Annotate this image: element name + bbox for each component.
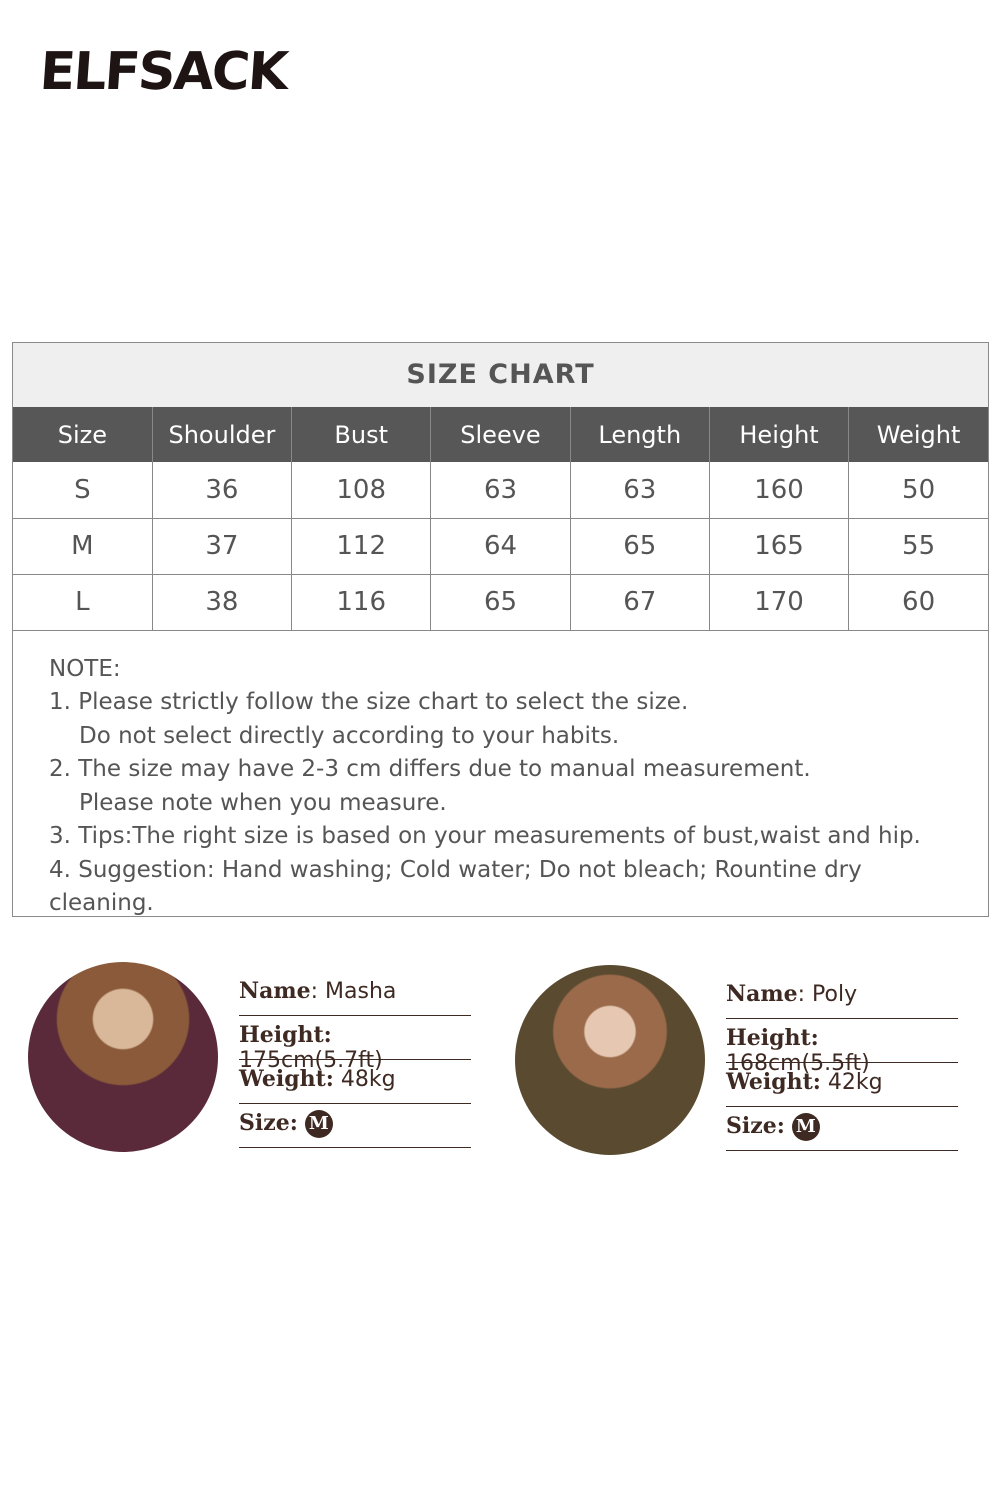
table-cell: 60 xyxy=(848,574,988,631)
table-row: S 36 108 63 63 160 50 xyxy=(13,462,988,519)
table-cell: 55 xyxy=(848,518,988,575)
size-chart: SIZE CHART Size Shoulder Bust Sleeve Length H… xyxy=(12,342,989,917)
weight-label: Weight: xyxy=(726,1069,821,1095)
brand-logo: ELFSACK xyxy=(37,42,289,102)
notes: NOTE: 1. Please strictly follow the size… xyxy=(13,631,988,943)
weight-value: 48kg xyxy=(333,1067,396,1092)
model-photo-masha xyxy=(28,962,218,1152)
note-line: 3. Tips:The right size is based on your … xyxy=(49,823,921,849)
table-cell: 63 xyxy=(570,462,710,519)
table-row: L 38 116 65 67 170 60 xyxy=(13,574,988,631)
size-table: Size Shoulder Bust Sleeve Length Height Weight… xyxy=(13,407,988,631)
model-photo-poly xyxy=(515,965,705,1155)
table-cell: 165 xyxy=(709,518,850,575)
table-cell: 65 xyxy=(430,574,571,631)
column-header: Sleeve xyxy=(430,407,571,462)
table-cell: 116 xyxy=(291,574,432,631)
size-chart-title: SIZE CHART xyxy=(13,343,988,407)
table-cell: 108 xyxy=(291,462,432,519)
column-header: Length xyxy=(570,407,710,462)
size-label: Size: xyxy=(239,1110,298,1136)
model-info-masha: Name: Masha Height: 175cm(5.7ft) Weight:… xyxy=(239,972,471,1148)
height-label: Height: xyxy=(239,1022,332,1048)
model-info-poly: Name: Poly Height: 168cm(5.5ft) Weight: … xyxy=(726,975,958,1151)
table-cell: M xyxy=(13,518,153,575)
column-header: Bust xyxy=(291,407,432,462)
weight-label: Weight: xyxy=(239,1066,334,1092)
size-label: Size: xyxy=(726,1113,785,1139)
table-cell: 36 xyxy=(152,462,293,519)
height-value: 175cm(5.7ft) xyxy=(239,1048,383,1073)
table-cell: S xyxy=(13,462,153,519)
table-cell: 37 xyxy=(152,518,293,575)
table-cell: 38 xyxy=(152,574,293,631)
height-value: 168cm(5.5ft) xyxy=(726,1051,870,1076)
note-line: Please note when you measure. xyxy=(79,789,447,816)
table-cell: 170 xyxy=(709,574,850,631)
size-badge: M xyxy=(791,1113,820,1141)
table-cell: 67 xyxy=(570,574,710,631)
table-cell: 112 xyxy=(291,518,432,575)
notes-heading: NOTE: xyxy=(49,655,121,682)
table-cell: 63 xyxy=(430,462,571,519)
table-cell: 50 xyxy=(848,462,988,519)
column-header: Weight xyxy=(848,407,988,462)
name-label: Name xyxy=(239,978,311,1004)
table-cell: 160 xyxy=(709,462,850,519)
note-line: Do not select directly according to your… xyxy=(79,722,620,749)
name-value: : Poly xyxy=(797,982,858,1007)
table-cell: 65 xyxy=(570,518,710,575)
name-label: Name xyxy=(726,981,798,1007)
column-header: Height xyxy=(709,407,850,462)
note-line: 1. Please strictly follow the size chart… xyxy=(49,689,689,715)
column-header: Size xyxy=(13,407,153,462)
name-value: : Masha xyxy=(310,979,397,1004)
size-badge: M xyxy=(304,1110,333,1138)
column-header: Shoulder xyxy=(152,407,293,462)
table-cell: L xyxy=(13,574,153,631)
height-label: Height: xyxy=(726,1025,819,1051)
table-row: M 37 112 64 65 165 55 xyxy=(13,518,988,575)
note-line: 2. The size may have 2-3 cm differs due … xyxy=(49,756,811,782)
weight-value: 42kg xyxy=(820,1070,883,1095)
note-line: 4. Suggestion: Hand washing; Cold water;… xyxy=(49,856,862,917)
table-cell: 64 xyxy=(430,518,571,575)
